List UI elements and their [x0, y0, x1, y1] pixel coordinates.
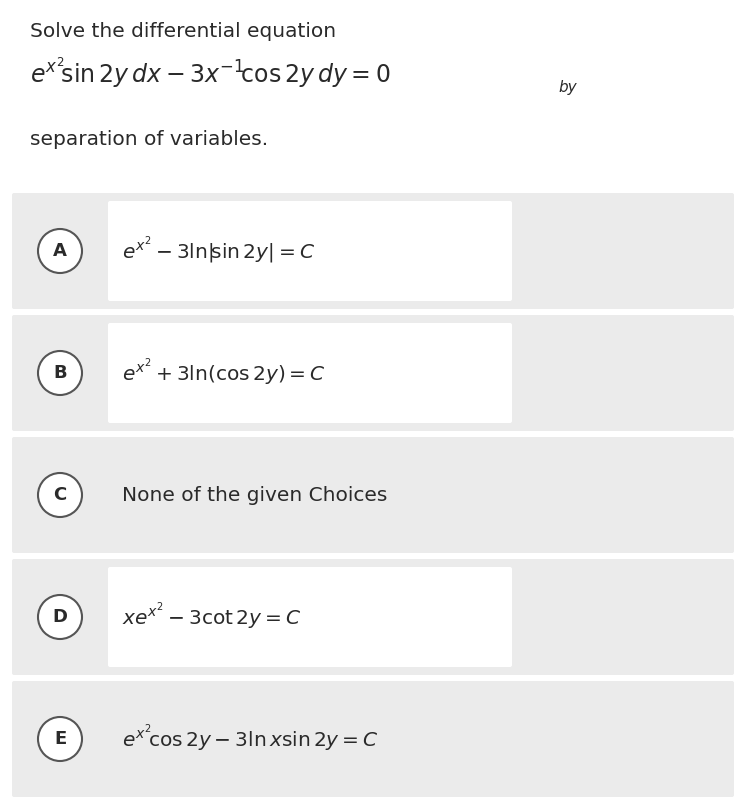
FancyBboxPatch shape [108, 201, 512, 301]
FancyBboxPatch shape [12, 437, 734, 553]
Text: D: D [52, 608, 67, 626]
Text: Solve the differential equation: Solve the differential equation [30, 22, 336, 41]
Text: None of the given Choices: None of the given Choices [122, 485, 387, 505]
Text: $xe^{x^2} - 3\cot 2y = C$: $xe^{x^2} - 3\cot 2y = C$ [122, 602, 301, 632]
Text: $e^{x^2} + 3\ln(\cos 2y) = C$: $e^{x^2} + 3\ln(\cos 2y) = C$ [122, 358, 325, 388]
Circle shape [38, 229, 82, 273]
Circle shape [38, 351, 82, 395]
Text: $e^{x^2}\!\sin 2y\, dx - 3x^{-1}\!\cos 2y\, dy = 0$: $e^{x^2}\!\sin 2y\, dx - 3x^{-1}\!\cos 2… [30, 55, 391, 90]
FancyBboxPatch shape [108, 567, 512, 667]
Circle shape [38, 595, 82, 639]
Text: A: A [53, 242, 67, 260]
Text: $e^{x^2}\!\cos 2y - 3\ln x \sin 2y = C$: $e^{x^2}\!\cos 2y - 3\ln x \sin 2y = C$ [122, 724, 378, 754]
FancyBboxPatch shape [12, 315, 734, 431]
Text: by: by [558, 80, 577, 95]
FancyBboxPatch shape [108, 323, 512, 423]
FancyBboxPatch shape [12, 193, 734, 309]
Text: separation of variables.: separation of variables. [30, 130, 268, 149]
Circle shape [38, 717, 82, 761]
Circle shape [38, 473, 82, 517]
Text: $e^{x^2} - 3\ln|\!\sin 2y| = C$: $e^{x^2} - 3\ln|\!\sin 2y| = C$ [122, 236, 315, 266]
FancyBboxPatch shape [12, 559, 734, 675]
Text: E: E [54, 730, 66, 748]
Text: C: C [54, 486, 66, 504]
Text: B: B [53, 364, 67, 382]
FancyBboxPatch shape [12, 681, 734, 797]
